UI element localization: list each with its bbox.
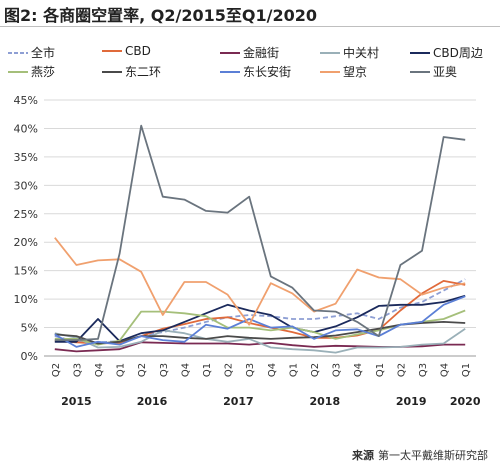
x-tick-label: Q2 bbox=[224, 363, 235, 377]
series-line bbox=[54, 278, 466, 344]
x-year-label: 2019 bbox=[396, 395, 427, 408]
x-tick-label: Q2 bbox=[51, 363, 62, 377]
x-tick-label: Q2 bbox=[310, 363, 321, 377]
y-tick-label: 30% bbox=[14, 179, 38, 192]
series-line bbox=[54, 327, 466, 354]
series-line bbox=[54, 294, 466, 343]
legend-swatch bbox=[220, 51, 240, 54]
legend-item: 中关村 bbox=[320, 44, 379, 61]
x-tick-label: Q3 bbox=[418, 363, 429, 377]
x-year-label: 2018 bbox=[309, 395, 340, 408]
legend-item: 燕莎 bbox=[8, 63, 55, 80]
legend-label: 全市 bbox=[31, 46, 56, 60]
y-tick-label: 20% bbox=[14, 236, 38, 249]
legend-swatch bbox=[410, 70, 430, 73]
source-text: 第一太平戴维斯研究部 bbox=[378, 449, 488, 462]
series-line bbox=[54, 237, 466, 326]
x-tick-label: Q1 bbox=[116, 363, 127, 377]
x-tick-label: Q1 bbox=[202, 363, 213, 377]
legend-swatch bbox=[8, 51, 28, 54]
series-line bbox=[54, 124, 466, 342]
x-tick-label: Q1 bbox=[375, 363, 386, 377]
legend-swatch bbox=[320, 70, 340, 73]
x-tick-label: Q3 bbox=[72, 363, 83, 377]
y-tick-label: 45% bbox=[14, 94, 38, 107]
x-tick-label: Q3 bbox=[332, 363, 343, 377]
x-tick-label: Q2 bbox=[137, 363, 148, 377]
x-tick-label: Q4 bbox=[353, 363, 364, 377]
x-tick-label: Q3 bbox=[245, 363, 256, 377]
legend-label: 燕莎 bbox=[31, 65, 56, 79]
legend-item: 全市 bbox=[8, 44, 55, 61]
x-tick-label: Q4 bbox=[180, 363, 191, 377]
y-tick-label: 15% bbox=[14, 265, 38, 278]
legend-label: 中关村 bbox=[343, 46, 380, 60]
x-tick-label: Q1 bbox=[461, 363, 472, 377]
legend-item: 亚奥 bbox=[410, 63, 457, 80]
legend-label: 东长安街 bbox=[243, 65, 292, 79]
legend-swatch bbox=[410, 51, 430, 54]
legend-label: 金融街 bbox=[243, 46, 280, 60]
legend-label: CBD周边 bbox=[433, 46, 483, 60]
y-tick-label: 0% bbox=[21, 350, 38, 363]
source-note: 来源 第一太平戴维斯研究部 bbox=[352, 447, 488, 463]
legend-label: CBD bbox=[125, 44, 151, 58]
legend-item: 望京 bbox=[320, 63, 367, 80]
y-tick-label: 25% bbox=[14, 208, 38, 221]
x-year-label: 2015 bbox=[61, 395, 92, 408]
y-tick-label: 5% bbox=[21, 322, 38, 335]
legend-swatch bbox=[102, 50, 122, 52]
legend-swatch bbox=[220, 70, 240, 73]
series-line bbox=[54, 320, 466, 345]
title-divider bbox=[0, 26, 500, 27]
x-year-label: 2016 bbox=[137, 395, 168, 408]
legend-swatch bbox=[102, 70, 122, 73]
y-tick-label: 40% bbox=[14, 122, 38, 135]
x-tick-label: Q4 bbox=[440, 363, 451, 377]
legend-swatch bbox=[8, 70, 28, 73]
x-year-label: 2017 bbox=[223, 395, 254, 408]
legend-label: 亚奥 bbox=[433, 65, 458, 79]
x-year-label: 2020 bbox=[450, 395, 481, 408]
y-tick-label: 35% bbox=[14, 151, 38, 164]
legend-label: 望京 bbox=[343, 65, 368, 79]
x-tick-label: Q3 bbox=[159, 363, 170, 377]
chart-title: 图2: 各商圈空置率, Q2/2015至Q1/2020 bbox=[4, 6, 317, 25]
legend-item: 东长安街 bbox=[220, 63, 291, 80]
x-tick-label: Q1 bbox=[288, 363, 299, 377]
x-tick-label: Q4 bbox=[267, 363, 278, 377]
legend-swatch bbox=[320, 51, 340, 54]
x-tick-label: Q4 bbox=[94, 363, 105, 377]
legend-item: 金融街 bbox=[220, 44, 279, 61]
x-tick-label: Q2 bbox=[396, 363, 407, 377]
legend-item: CBD bbox=[102, 44, 151, 58]
y-tick-label: 10% bbox=[14, 293, 38, 306]
source-label: 来源 bbox=[352, 449, 374, 462]
legend-label: 东二环 bbox=[125, 65, 162, 79]
legend-item: CBD周边 bbox=[410, 44, 483, 61]
series-line bbox=[54, 295, 466, 348]
legend-item: 东二环 bbox=[102, 63, 161, 80]
